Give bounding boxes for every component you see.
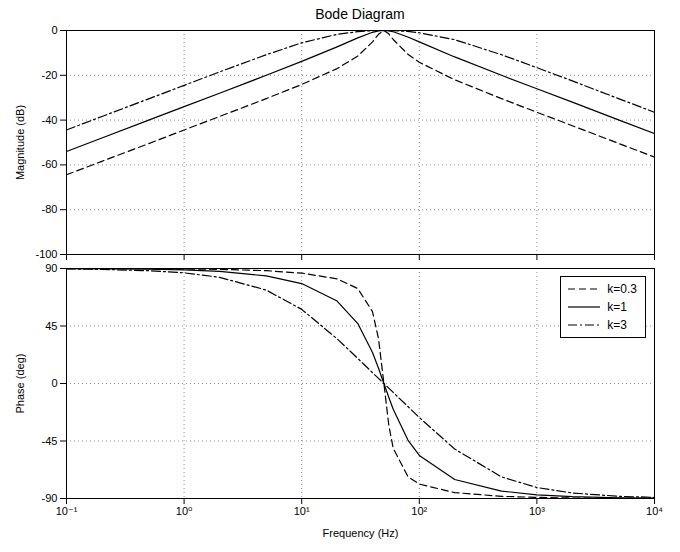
- svg-text:10²: 10²: [411, 505, 427, 517]
- svg-text:-45: -45: [42, 435, 58, 447]
- html-text:k=1: k=1: [607, 300, 627, 314]
- svg-text:10⁰: 10⁰: [176, 505, 193, 517]
- svg-text:10⁻¹: 10⁻¹: [56, 505, 78, 517]
- svg-text:Frequency (Hz): Frequency (Hz): [323, 527, 399, 539]
- html-text:k=0.3: k=0.3: [607, 282, 637, 296]
- svg-text:-40: -40: [42, 114, 58, 126]
- svg-text:-60: -60: [42, 158, 58, 170]
- svg-text:Magnitude (dB): Magnitude (dB): [14, 105, 26, 180]
- svg-text:-80: -80: [42, 203, 58, 215]
- svg-text:-90: -90: [42, 492, 58, 504]
- html-text:k=3: k=3: [607, 318, 627, 332]
- svg-text:-100: -100: [35, 248, 57, 260]
- html-text:Bode Diagram: Bode Diagram: [315, 6, 405, 22]
- svg-text:10⁴: 10⁴: [646, 505, 663, 517]
- svg-text:-20: -20: [42, 69, 58, 81]
- svg-text:10³: 10³: [529, 505, 545, 517]
- svg-text:45: 45: [45, 320, 57, 332]
- svg-text:10¹: 10¹: [294, 505, 310, 517]
- svg-text:90: 90: [45, 262, 57, 274]
- svg-text:Phase (deg): Phase (deg): [14, 354, 26, 414]
- svg-text:0: 0: [51, 24, 57, 36]
- svg-text:0: 0: [51, 377, 57, 389]
